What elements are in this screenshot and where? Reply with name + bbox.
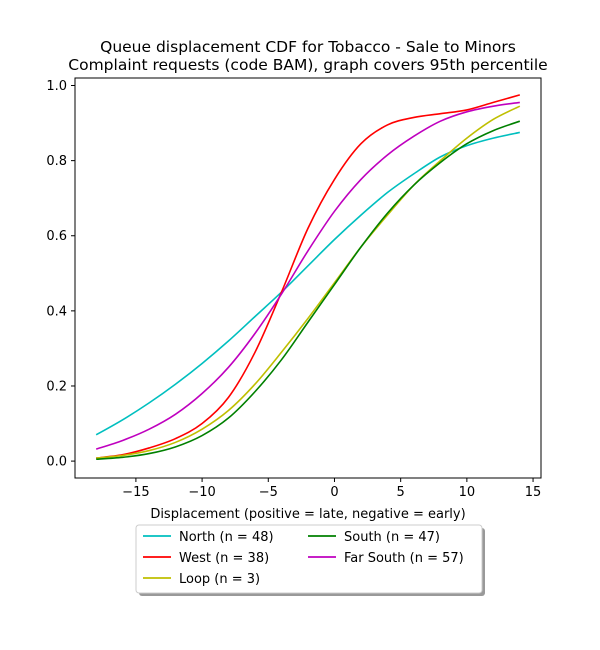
x-tick-label: 5 bbox=[397, 485, 405, 500]
y-axis-ticks: 0.0 0.2 0.4 0.6 0.8 1.0 bbox=[46, 79, 75, 470]
legend-label-3: South (n = 47) bbox=[344, 530, 440, 545]
legend-label-2: Loop (n = 3) bbox=[179, 572, 260, 587]
legend-label-4: Far South (n = 57) bbox=[344, 551, 464, 566]
x-tick-label: −15 bbox=[122, 485, 149, 500]
x-axis-label: Displacement (positive = late, negative … bbox=[150, 507, 465, 522]
series-line-2 bbox=[96, 105, 521, 459]
x-tick-label: −5 bbox=[259, 485, 278, 500]
legend-box bbox=[135, 524, 483, 594]
y-tick-label: 0.2 bbox=[46, 379, 67, 394]
series-line-1 bbox=[96, 94, 521, 459]
series-line-4 bbox=[95, 101, 520, 450]
x-tick-label: 15 bbox=[525, 485, 542, 500]
legend: North (n = 48) West (n = 38) Loop (n = 3) S… bbox=[135, 524, 485, 596]
y-tick-label: 0.6 bbox=[46, 229, 67, 244]
x-tick-label: 10 bbox=[459, 485, 476, 500]
x-axis-ticks: −15 −10 −5 0 5 10 15 bbox=[122, 478, 541, 500]
series-group bbox=[95, 94, 521, 461]
legend-label-0: North (n = 48) bbox=[179, 530, 274, 545]
plot-frame bbox=[74, 77, 542, 479]
x-tick-label: −10 bbox=[188, 485, 215, 500]
series-line-0 bbox=[95, 131, 520, 436]
legend-label-1: West (n = 38) bbox=[179, 551, 269, 566]
legend-entries: North (n = 48) West (n = 38) Loop (n = 3) S… bbox=[143, 530, 464, 587]
chart-title-line-1: Queue displacement CDF for Tobacco - Sal… bbox=[100, 38, 516, 56]
y-tick-label: 0.0 bbox=[46, 455, 67, 470]
y-tick-label: 0.8 bbox=[46, 154, 67, 169]
series-line-3 bbox=[96, 120, 521, 461]
x-tick-label: 0 bbox=[330, 485, 338, 500]
plot-area: −15 −10 −5 0 5 10 15 0.0 0.2 0.4 0.6 0.8 1.0 bbox=[46, 77, 542, 500]
y-tick-label: 0.4 bbox=[46, 304, 67, 319]
y-tick-label: 1.0 bbox=[46, 79, 67, 94]
chart-title-line-2: Complaint requests (code BAM), graph cov… bbox=[68, 56, 547, 74]
